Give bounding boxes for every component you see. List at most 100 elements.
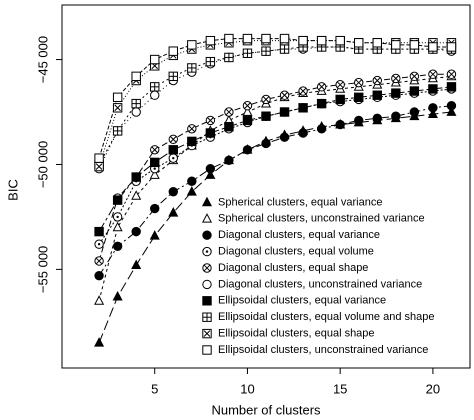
marker bbox=[224, 107, 234, 117]
marker-shape bbox=[261, 111, 271, 121]
marker bbox=[131, 71, 141, 82]
marker-shape bbox=[446, 42, 457, 52]
marker-dot bbox=[97, 243, 101, 246]
marker bbox=[168, 71, 178, 82]
marker-shape bbox=[316, 98, 327, 109]
marker-shape bbox=[202, 296, 212, 306]
marker-shape bbox=[298, 103, 308, 113]
marker bbox=[131, 190, 142, 200]
marker-shape bbox=[279, 132, 290, 142]
marker bbox=[150, 203, 160, 214]
marker bbox=[391, 111, 401, 121]
y-tick-label: −45 000 bbox=[35, 36, 50, 83]
marker-shape bbox=[391, 88, 401, 98]
legend-label: Ellipsoidal clusters, equal shape bbox=[218, 328, 375, 340]
marker bbox=[446, 101, 457, 111]
marker-shape bbox=[205, 35, 216, 46]
marker-shape bbox=[186, 186, 197, 196]
marker bbox=[205, 128, 216, 138]
marker-shape bbox=[150, 203, 160, 214]
marker bbox=[261, 111, 271, 121]
marker-shape bbox=[131, 71, 141, 82]
plot-frame bbox=[61, 4, 471, 369]
marker-shape bbox=[428, 103, 438, 113]
marker bbox=[428, 42, 438, 52]
marker bbox=[298, 128, 308, 138]
marker-shape bbox=[201, 196, 213, 207]
marker-shape bbox=[94, 270, 104, 281]
marker-shape bbox=[168, 145, 178, 155]
marker-shape bbox=[242, 33, 253, 44]
marker-shape bbox=[150, 157, 160, 168]
marker bbox=[112, 212, 123, 222]
y-tick-label: −50 000 bbox=[35, 141, 50, 188]
marker-shape bbox=[94, 337, 105, 347]
marker-shape bbox=[372, 113, 382, 124]
marker-x bbox=[95, 163, 103, 170]
marker-shape bbox=[242, 145, 253, 155]
marker bbox=[428, 69, 438, 79]
marker-shape bbox=[187, 40, 197, 50]
marker-shape bbox=[131, 226, 141, 237]
marker-dot bbox=[205, 250, 209, 253]
marker bbox=[187, 124, 197, 134]
marker bbox=[94, 295, 105, 305]
marker bbox=[187, 40, 197, 50]
marker-shape bbox=[261, 33, 271, 44]
marker-shape bbox=[298, 35, 308, 46]
marker-x bbox=[411, 73, 418, 80]
marker bbox=[354, 115, 364, 126]
marker bbox=[279, 107, 290, 117]
marker-shape bbox=[112, 290, 123, 301]
marker bbox=[242, 115, 253, 126]
marker-x bbox=[188, 125, 196, 133]
marker-shape bbox=[391, 40, 401, 50]
marker-shape bbox=[354, 115, 364, 126]
marker-shape bbox=[354, 92, 364, 103]
legend-marker bbox=[202, 312, 212, 322]
marker-shape bbox=[372, 38, 382, 48]
marker bbox=[242, 106, 253, 116]
marker-shape bbox=[446, 106, 457, 116]
marker bbox=[224, 155, 234, 165]
marker-shape bbox=[201, 213, 213, 223]
marker-x bbox=[281, 91, 288, 99]
x-tick-label: 20 bbox=[426, 381, 440, 396]
marker-x bbox=[448, 70, 455, 78]
legend-label: Ellipsoidal clusters, equal volume and s… bbox=[218, 311, 434, 323]
marker-shape bbox=[168, 187, 178, 197]
marker bbox=[168, 187, 178, 197]
legend-label: Diagonal clusters, equal shape bbox=[218, 262, 368, 274]
legend-label: Diagonal clusters, equal volume bbox=[218, 246, 374, 258]
marker bbox=[242, 145, 253, 155]
legend-marker bbox=[201, 213, 213, 223]
marker-shape bbox=[409, 86, 420, 96]
marker bbox=[279, 90, 290, 100]
marker-shape bbox=[224, 155, 234, 165]
marker bbox=[316, 35, 327, 46]
marker-shape bbox=[202, 230, 212, 240]
marker-shape bbox=[242, 115, 253, 126]
marker bbox=[391, 40, 401, 50]
marker-shape bbox=[149, 230, 160, 240]
marker bbox=[205, 35, 216, 46]
marker-x bbox=[95, 257, 103, 265]
marker bbox=[242, 33, 253, 44]
marker bbox=[205, 115, 216, 126]
marker bbox=[94, 337, 105, 347]
marker-shape bbox=[409, 107, 420, 117]
marker bbox=[205, 163, 216, 174]
marker-dot bbox=[116, 215, 119, 219]
marker bbox=[94, 161, 104, 172]
marker bbox=[131, 107, 141, 117]
marker bbox=[112, 126, 123, 136]
marker-x bbox=[114, 104, 121, 112]
marker bbox=[168, 134, 178, 144]
marker bbox=[112, 241, 123, 252]
marker-shape bbox=[261, 138, 271, 149]
marker bbox=[149, 230, 160, 240]
marker bbox=[446, 42, 457, 52]
marker bbox=[205, 169, 216, 179]
marker bbox=[131, 259, 142, 270]
